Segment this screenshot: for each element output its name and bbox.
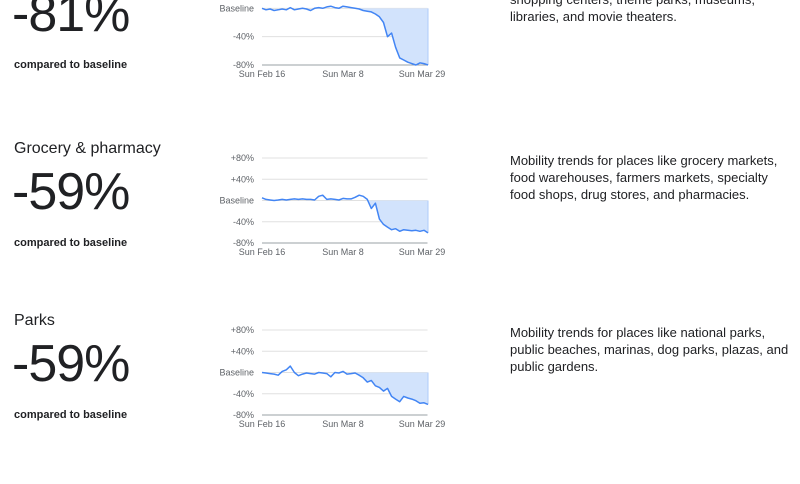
- percent-change: -81%: [12, 0, 130, 43]
- x-tick-label: Sun Mar 8: [322, 69, 364, 79]
- mobility-line: [261, 365, 429, 406]
- y-tick-label: +80%: [231, 325, 254, 335]
- y-tick-label: -80%: [233, 60, 254, 70]
- category-description: Mobility trends for places like national…: [510, 325, 789, 374]
- x-tick-label: Sun Feb 16: [239, 69, 286, 79]
- compared-to-baseline-label: compared to baseline: [14, 237, 128, 249]
- x-tick-label: Sun Mar 8: [322, 247, 364, 257]
- x-tick-label: Sun Mar 29: [399, 247, 446, 257]
- mobility-line: [261, 5, 429, 66]
- y-tick-label: -80%: [233, 410, 254, 420]
- y-tick-label: +80%: [231, 153, 254, 163]
- percent-change: -59%: [12, 163, 130, 221]
- y-tick-label: -80%: [233, 238, 254, 248]
- compared-to-baseline-label: compared to baseline: [14, 409, 128, 421]
- compared-to-baseline-label: compared to baseline: [14, 59, 128, 71]
- category-description: Mobility trends for places like restaura…: [510, 0, 755, 24]
- retail-recreation-section: -81% compared to baseline +40%Baseline-4…: [0, 0, 800, 134]
- y-tick-label: Baseline: [219, 196, 254, 206]
- x-tick-label: Sun Mar 29: [399, 69, 446, 79]
- category-title: Grocery & pharmacy: [14, 140, 161, 157]
- x-tick-label: Sun Feb 16: [239, 419, 286, 429]
- parks-section: Parks -59% compared to baseline +80% +40%…: [0, 312, 800, 484]
- category-description: Mobility trends for places like grocery …: [510, 153, 778, 202]
- grocery-pharmacy-section: Grocery & pharmacy -59% compared to base…: [0, 140, 800, 312]
- y-tick-label: -40%: [233, 217, 254, 227]
- y-tick-label: -40%: [233, 32, 254, 42]
- mobility-line: [261, 194, 429, 234]
- below-baseline-area: [355, 372, 428, 405]
- x-tick-label: Sun Feb 16: [239, 247, 286, 257]
- y-tick-label: +40%: [231, 174, 254, 184]
- y-tick-label: Baseline: [219, 3, 254, 13]
- mobility-chart: +80% +40% Baseline -40% -80%Sun Feb 16 Sun Ma…: [219, 153, 446, 257]
- y-tick-label: Baseline: [219, 368, 254, 378]
- below-baseline-area: [355, 8, 428, 65]
- category-title: Parks: [14, 312, 55, 329]
- x-tick-label: Sun Mar 8: [322, 419, 364, 429]
- y-tick-label: +40%: [231, 346, 254, 356]
- percent-change: -59%: [12, 335, 130, 393]
- y-tick-label: -40%: [233, 389, 254, 399]
- below-baseline-area: [367, 199, 428, 233]
- x-tick-label: Sun Mar 29: [399, 419, 446, 429]
- mobility-chart: +80% +40% Baseline -40% -80%Sun Feb 16 Sun Ma…: [219, 325, 446, 429]
